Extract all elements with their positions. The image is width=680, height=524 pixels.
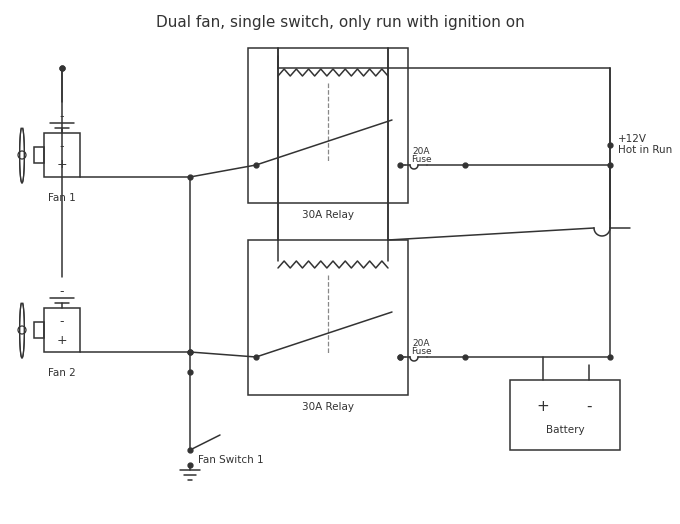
Bar bbox=[34, 147, 44, 163]
Bar bbox=[44, 308, 80, 352]
Text: +: + bbox=[56, 158, 67, 171]
Text: Fan Switch 1: Fan Switch 1 bbox=[198, 455, 264, 465]
Text: -: - bbox=[60, 315, 64, 329]
Bar bbox=[248, 48, 408, 203]
Text: -: - bbox=[60, 111, 64, 124]
Text: Fan 2: Fan 2 bbox=[48, 368, 76, 378]
Text: 30A Relay: 30A Relay bbox=[302, 210, 354, 220]
Text: -: - bbox=[60, 286, 64, 299]
Text: Hot in Run: Hot in Run bbox=[618, 145, 673, 155]
Text: 20A: 20A bbox=[412, 147, 430, 156]
Text: Dual fan, single switch, only run with ignition on: Dual fan, single switch, only run with i… bbox=[156, 15, 524, 30]
Bar bbox=[34, 322, 44, 338]
Text: -: - bbox=[586, 399, 592, 414]
Text: 30A Relay: 30A Relay bbox=[302, 402, 354, 412]
Text: 20A: 20A bbox=[412, 339, 430, 347]
Text: Battery: Battery bbox=[545, 425, 584, 435]
Text: +: + bbox=[56, 333, 67, 346]
Text: Fuse: Fuse bbox=[411, 156, 431, 165]
Text: +: + bbox=[537, 399, 549, 414]
Bar bbox=[248, 240, 408, 395]
Bar bbox=[44, 133, 80, 177]
Bar bbox=[510, 380, 620, 450]
Text: +12V: +12V bbox=[618, 134, 647, 144]
Text: -: - bbox=[60, 140, 64, 154]
Text: Fan 1: Fan 1 bbox=[48, 193, 76, 203]
Text: Fuse: Fuse bbox=[411, 347, 431, 356]
